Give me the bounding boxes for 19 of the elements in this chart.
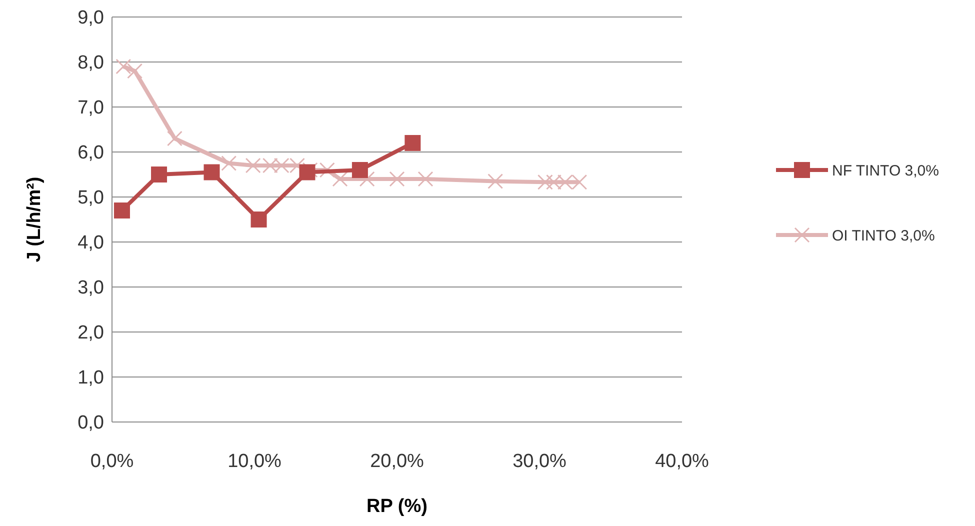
- legend-label: OI TINTO 3,0%: [832, 227, 935, 244]
- legend-label: NF TINTO 3,0%: [832, 162, 939, 180]
- y-tick-label: 5,0: [78, 188, 104, 209]
- x-tick-label: 40,0%: [655, 451, 710, 472]
- y-tick-label: 2,0: [78, 322, 104, 344]
- x-tick-label: 10,0%: [228, 451, 282, 472]
- x-tick-label: 30,0%: [512, 451, 567, 472]
- x-tick-label: 20,0%: [370, 451, 424, 472]
- y-tick-label: 7,0: [78, 98, 104, 119]
- x-tick-label: 0,0%: [90, 451, 134, 472]
- y-tick-label: 4,0: [78, 232, 104, 254]
- y-tick-label: 9,0: [78, 8, 104, 29]
- y-tick-label: 1,0: [78, 368, 104, 389]
- y-axis-title: J (L/h/m²): [24, 176, 45, 262]
- x-axis-title: RP (%): [366, 496, 428, 517]
- y-tick-label: 0,0: [78, 412, 104, 434]
- y-tick-label: 6,0: [78, 142, 104, 164]
- y-tick-label: 3,0: [78, 278, 104, 299]
- y-tick-label: 8,0: [78, 52, 104, 74]
